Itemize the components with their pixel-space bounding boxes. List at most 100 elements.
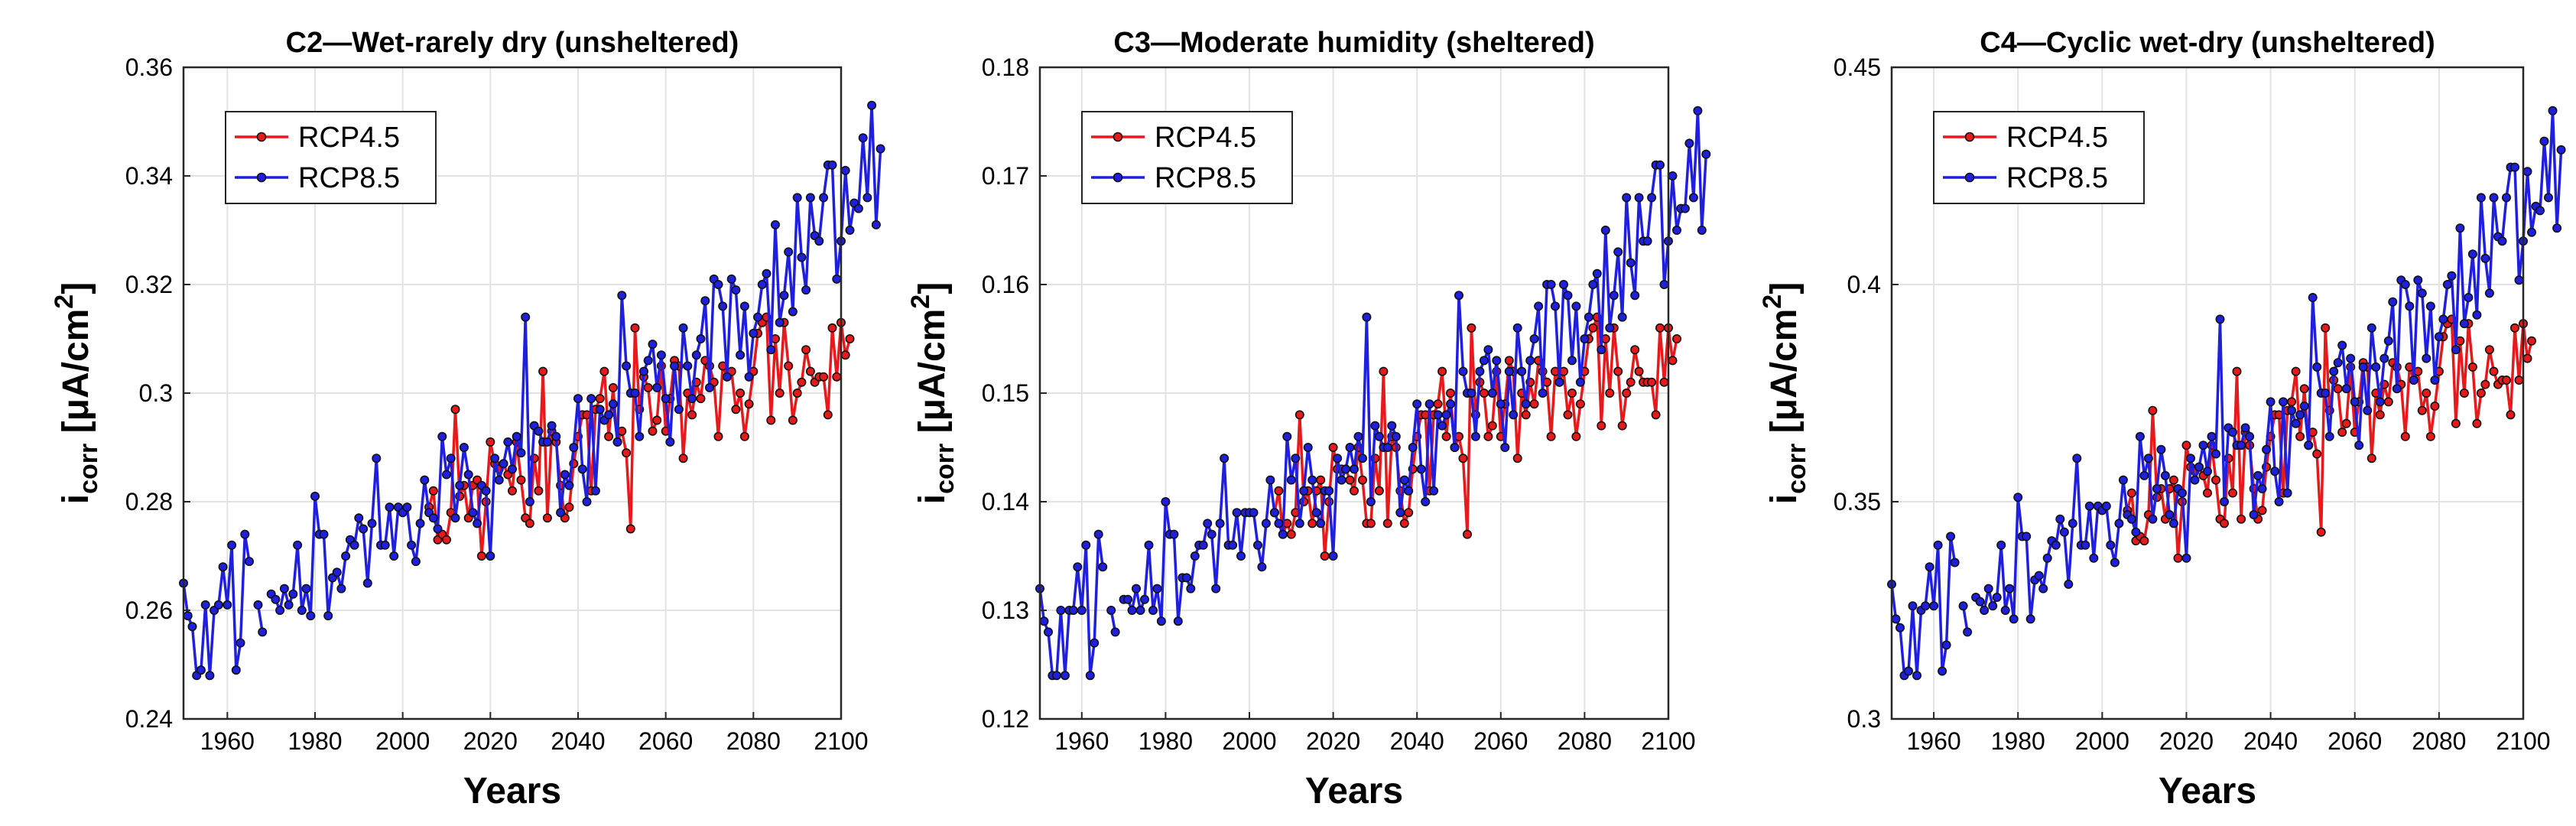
data-point xyxy=(2392,384,2402,394)
data-point xyxy=(2013,493,2023,502)
data-point xyxy=(2467,249,2477,259)
data-point xyxy=(1039,616,1049,626)
data-point xyxy=(494,475,504,485)
data-point xyxy=(871,220,881,229)
data-point xyxy=(2363,405,2373,415)
data-point xyxy=(1458,366,1468,376)
data-point xyxy=(792,388,802,398)
data-point xyxy=(683,361,693,371)
data-point xyxy=(595,394,605,404)
data-point xyxy=(1274,486,1284,496)
data-point xyxy=(1399,475,1409,485)
data-point xyxy=(648,340,658,350)
data-point xyxy=(2126,514,2136,524)
data-point xyxy=(801,345,811,355)
data-point xyxy=(814,236,824,246)
data-point xyxy=(766,345,776,355)
data-point xyxy=(2366,323,2376,333)
data-point xyxy=(1366,496,1376,506)
data-point xyxy=(2354,441,2364,450)
data-point xyxy=(2110,558,2120,567)
data-point xyxy=(402,502,412,512)
data-point xyxy=(1517,366,1527,376)
data-point xyxy=(792,193,802,203)
y-axis-label-sup: 2 xyxy=(906,294,935,309)
data-point xyxy=(2287,397,2297,407)
data-point xyxy=(1622,193,1632,203)
x-axis-label: Years xyxy=(2159,771,2256,811)
data-point xyxy=(630,323,640,333)
data-point xyxy=(2072,454,2082,463)
data-point xyxy=(231,665,241,675)
data-point xyxy=(2417,405,2427,415)
y-axis-label-units: [μA/cm xyxy=(1764,309,1804,444)
y-tick-label: 0.34 xyxy=(125,162,173,190)
data-point xyxy=(1467,388,1476,398)
data-point xyxy=(1525,356,1535,366)
x-tick-label: 2020 xyxy=(463,727,518,755)
data-point xyxy=(468,508,478,518)
data-point xyxy=(200,600,210,610)
data-point xyxy=(1609,291,1619,301)
data-point xyxy=(749,328,759,338)
data-point xyxy=(736,388,746,398)
data-point xyxy=(1044,627,1054,637)
data-point xyxy=(428,486,438,496)
data-point xyxy=(862,193,872,203)
data-point xyxy=(1463,529,1473,539)
data-point xyxy=(1073,562,1083,572)
data-point xyxy=(2156,444,2166,454)
data-point xyxy=(674,405,684,415)
data-point xyxy=(205,671,215,681)
data-point xyxy=(1090,638,1100,648)
data-point xyxy=(1938,666,1947,676)
data-point xyxy=(1056,605,1066,615)
data-point xyxy=(336,584,346,593)
legend-marker xyxy=(1964,132,1975,142)
data-point xyxy=(2299,384,2309,394)
data-point xyxy=(319,529,329,539)
data-point xyxy=(805,366,815,376)
legend-marker xyxy=(256,172,267,183)
x-tick-label: 1980 xyxy=(1991,727,2045,755)
data-point xyxy=(630,388,640,398)
data-point xyxy=(507,486,517,496)
plot-frame xyxy=(1890,66,2525,720)
data-point xyxy=(2467,362,2477,372)
data-point xyxy=(1551,301,1561,311)
data-point xyxy=(2480,379,2490,389)
data-point xyxy=(1588,279,1598,289)
data-point xyxy=(2114,519,2124,528)
data-point xyxy=(1487,388,1497,398)
data-point xyxy=(845,333,855,343)
data-point xyxy=(1328,551,1338,561)
data-point xyxy=(1261,519,1271,528)
data-point xyxy=(2346,353,2356,363)
data-point xyxy=(700,296,710,306)
data-point xyxy=(1921,601,1931,611)
data-point xyxy=(196,665,206,675)
data-point xyxy=(473,519,482,528)
data-point xyxy=(525,496,534,506)
series-line xyxy=(1123,109,1708,623)
data-point xyxy=(1228,540,1238,550)
data-point xyxy=(840,165,850,175)
legend-label: RCP4.5 xyxy=(298,122,400,154)
data-point xyxy=(696,333,706,343)
data-point xyxy=(832,372,842,382)
data-point xyxy=(2299,401,2309,411)
data-point xyxy=(573,394,583,404)
data-point xyxy=(2333,384,2343,394)
data-point xyxy=(2131,527,2141,537)
data-point xyxy=(1382,519,1392,528)
y-axis-label-main: i xyxy=(912,494,953,504)
data-point xyxy=(1929,601,1939,611)
data-point xyxy=(652,382,662,392)
data-point xyxy=(2329,366,2339,376)
data-point xyxy=(1441,410,1451,420)
data-point xyxy=(612,437,622,447)
x-tick-label: 2060 xyxy=(1473,727,1528,755)
data-point xyxy=(1597,345,1606,355)
x-tick-label: 1960 xyxy=(1054,727,1109,755)
legend-box xyxy=(1081,111,1293,204)
